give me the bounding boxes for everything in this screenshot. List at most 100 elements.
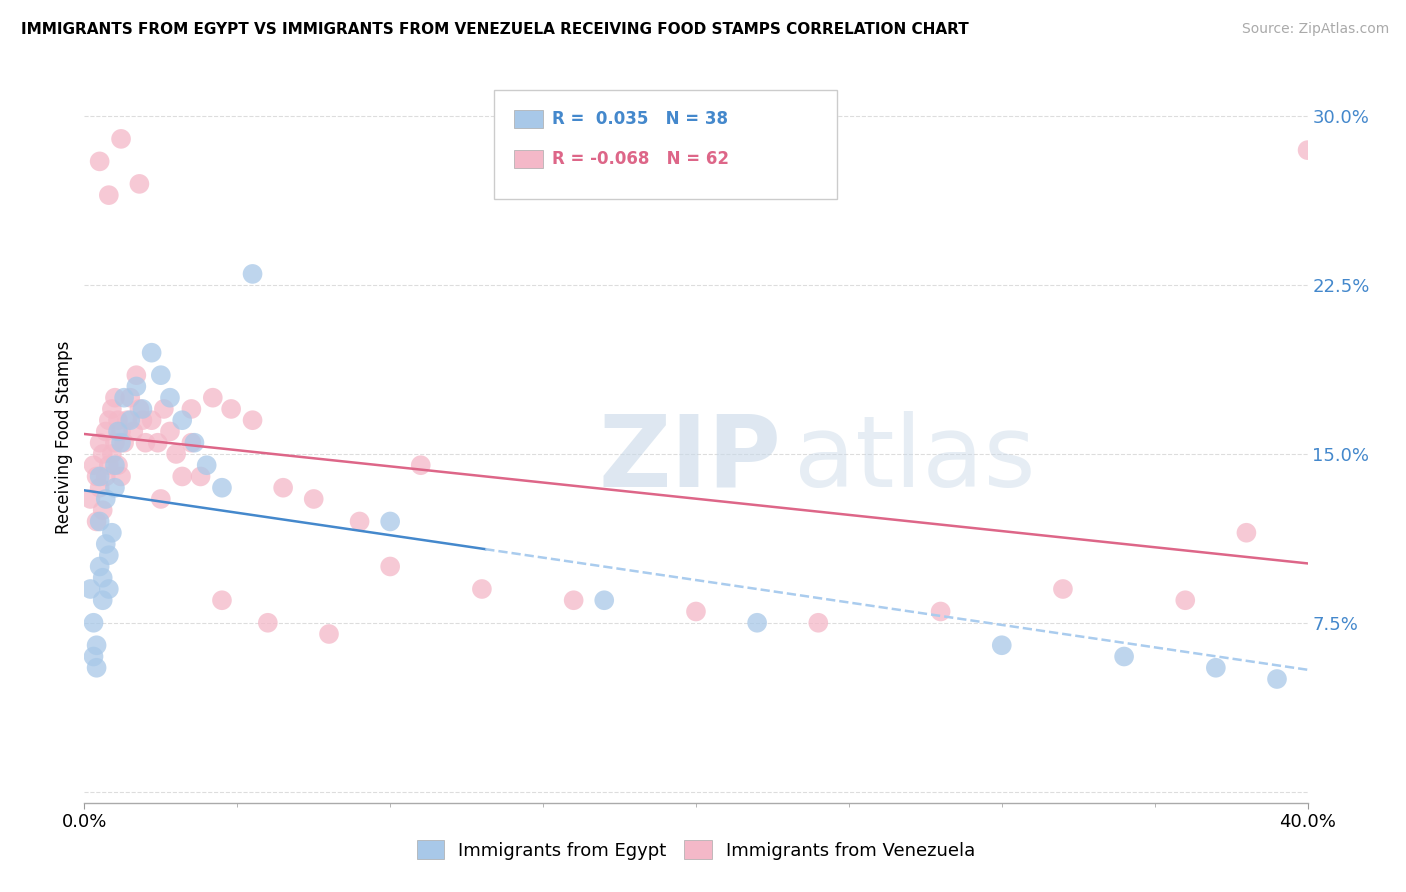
Point <box>349 515 371 529</box>
Point <box>125 368 148 383</box>
Point <box>115 413 138 427</box>
Point <box>83 458 105 473</box>
Point <box>101 401 124 416</box>
Point <box>747 615 769 630</box>
Point <box>107 458 129 473</box>
Point <box>101 525 124 540</box>
Point <box>120 413 142 427</box>
Point <box>97 582 120 596</box>
Point <box>929 605 952 619</box>
Point <box>685 605 707 619</box>
Point <box>991 638 1014 652</box>
Point <box>131 413 153 427</box>
Text: atlas: atlas <box>794 410 1035 508</box>
Point <box>146 435 169 450</box>
Point <box>141 345 163 359</box>
Point <box>89 559 111 574</box>
Point <box>302 491 325 506</box>
Point <box>112 435 135 450</box>
Point <box>131 401 153 416</box>
Legend: Immigrants from Egypt, Immigrants from Venezuela: Immigrants from Egypt, Immigrants from V… <box>409 833 983 867</box>
Point <box>1236 525 1258 540</box>
Text: ZIP: ZIP <box>598 410 780 508</box>
Point <box>195 458 218 473</box>
Point <box>94 469 117 483</box>
Point <box>107 425 129 439</box>
Point <box>1205 661 1227 675</box>
Point <box>180 435 202 450</box>
Point <box>190 469 212 483</box>
Point <box>110 469 132 483</box>
Point <box>91 571 114 585</box>
Point <box>172 413 194 427</box>
Point <box>83 649 105 664</box>
Point <box>120 391 142 405</box>
Point <box>79 491 101 506</box>
Point <box>91 447 114 461</box>
Point <box>211 481 233 495</box>
Point <box>141 413 163 427</box>
Point <box>201 391 224 405</box>
Point <box>159 391 181 405</box>
Point <box>104 391 127 405</box>
Point <box>91 593 114 607</box>
Point <box>125 379 148 393</box>
Point <box>94 425 117 439</box>
Point <box>1052 582 1074 596</box>
Point <box>242 413 264 427</box>
Point <box>183 435 205 450</box>
Point <box>94 537 117 551</box>
Point <box>318 627 340 641</box>
Point <box>219 401 242 416</box>
Point <box>112 391 135 405</box>
Point <box>79 582 101 596</box>
Point <box>271 481 294 495</box>
Point <box>149 368 172 383</box>
Point <box>101 447 124 461</box>
Point <box>97 458 120 473</box>
Point <box>1114 649 1136 664</box>
Point <box>172 469 194 483</box>
Point <box>89 154 111 169</box>
Point <box>380 515 402 529</box>
Point <box>86 638 108 652</box>
Point <box>97 548 120 562</box>
Point <box>409 458 432 473</box>
Point <box>471 582 494 596</box>
Point <box>104 435 127 450</box>
FancyBboxPatch shape <box>513 110 543 128</box>
Text: R = -0.068   N = 62: R = -0.068 N = 62 <box>551 150 728 168</box>
Point <box>593 593 616 607</box>
Point <box>86 661 108 675</box>
Text: R =  0.035   N = 38: R = 0.035 N = 38 <box>551 110 728 128</box>
Point <box>91 503 114 517</box>
Point <box>257 615 280 630</box>
Point <box>211 593 233 607</box>
Point <box>1296 143 1319 157</box>
Point <box>1265 672 1288 686</box>
Point <box>165 447 187 461</box>
Point <box>89 469 111 483</box>
Point <box>97 188 120 202</box>
Point <box>89 435 111 450</box>
Point <box>107 413 129 427</box>
Point <box>128 177 150 191</box>
Point <box>110 425 132 439</box>
Y-axis label: Receiving Food Stamps: Receiving Food Stamps <box>55 341 73 533</box>
Point <box>86 469 108 483</box>
Point <box>159 425 181 439</box>
Point <box>104 481 127 495</box>
Point <box>86 515 108 529</box>
Point <box>180 401 202 416</box>
Point <box>1174 593 1197 607</box>
Point <box>135 435 157 450</box>
Point <box>89 515 111 529</box>
Point <box>94 491 117 506</box>
Point <box>807 615 830 630</box>
Point <box>104 458 127 473</box>
Point <box>562 593 585 607</box>
Point <box>153 401 176 416</box>
Point <box>110 435 132 450</box>
Point <box>128 401 150 416</box>
Point <box>380 559 402 574</box>
